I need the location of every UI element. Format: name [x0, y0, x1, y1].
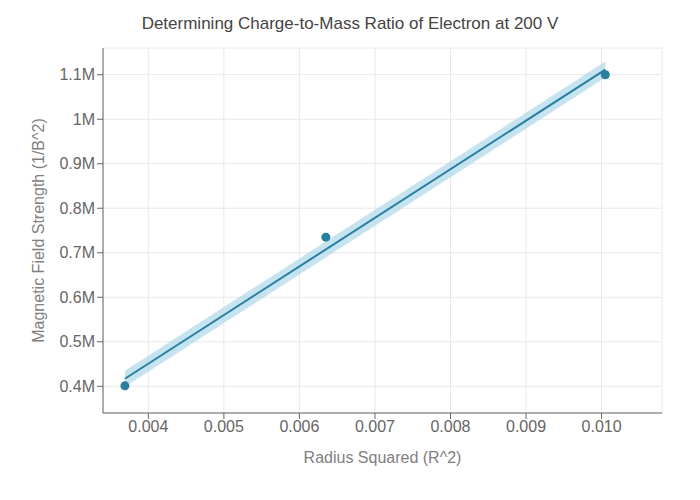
html-text:Determining Charge-to-Mass Rat: Determining Charge-to-Mass Ratio of Elec… — [141, 14, 559, 33]
svg-text:0.009: 0.009 — [506, 418, 546, 435]
svg-text:0.4M: 0.4M — [59, 378, 95, 395]
svg-text:0.8M: 0.8M — [59, 200, 95, 217]
svg-text:0.008: 0.008 — [430, 418, 470, 435]
svg-text:0.5M: 0.5M — [59, 333, 95, 350]
svg-text:Magnetic Field Strength (1/B^2: Magnetic Field Strength (1/B^2) — [30, 118, 47, 343]
svg-text:0.9M: 0.9M — [59, 155, 95, 172]
svg-text:0.007: 0.007 — [355, 418, 395, 435]
svg-text:0.004: 0.004 — [128, 418, 168, 435]
svg-text:0.7M: 0.7M — [59, 244, 95, 261]
svg-text:1M: 1M — [73, 111, 95, 128]
svg-text:0.010: 0.010 — [582, 418, 622, 435]
svg-text:0.006: 0.006 — [279, 418, 319, 435]
svg-text:Radius Squared (R^2): Radius Squared (R^2) — [304, 449, 462, 466]
svg-text:0.6M: 0.6M — [59, 289, 95, 306]
svg-text:1.1M: 1.1M — [59, 66, 95, 83]
svg-text:0.005: 0.005 — [204, 418, 244, 435]
